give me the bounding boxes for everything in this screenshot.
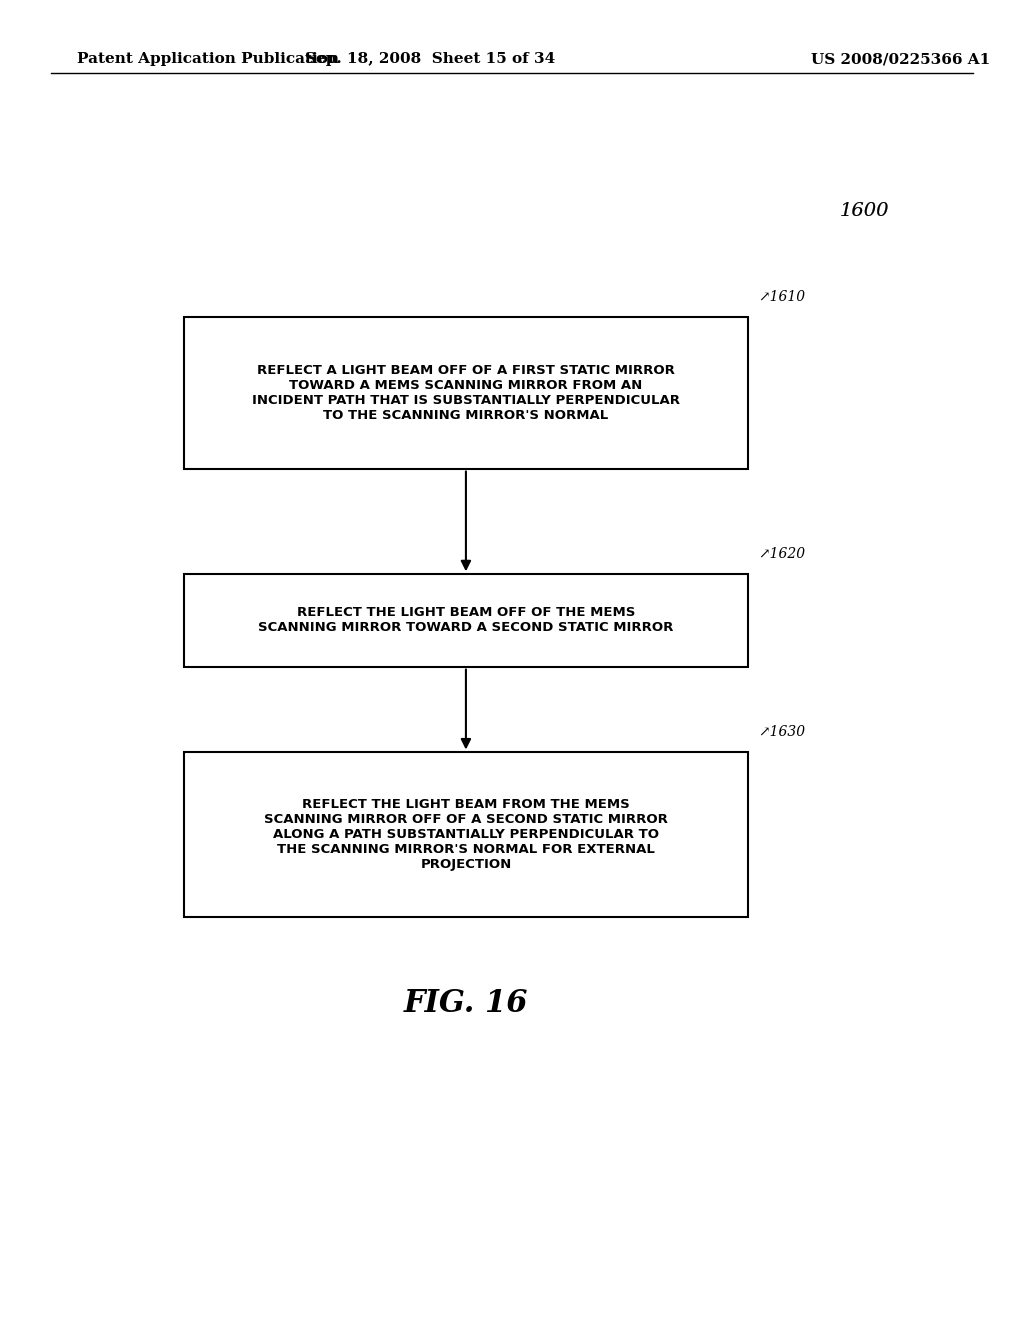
Text: US 2008/0225366 A1: US 2008/0225366 A1	[811, 53, 991, 66]
Text: ↗1630: ↗1630	[758, 725, 805, 739]
Text: REFLECT THE LIGHT BEAM FROM THE MEMS
SCANNING MIRROR OFF OF A SECOND STATIC MIRR: REFLECT THE LIGHT BEAM FROM THE MEMS SCA…	[264, 799, 668, 871]
Text: ↗1610: ↗1610	[758, 289, 805, 304]
FancyBboxPatch shape	[184, 317, 748, 469]
Text: 1600: 1600	[840, 202, 889, 220]
Text: REFLECT THE LIGHT BEAM OFF OF THE MEMS
SCANNING MIRROR TOWARD A SECOND STATIC MI: REFLECT THE LIGHT BEAM OFF OF THE MEMS S…	[258, 606, 674, 635]
Text: Sep. 18, 2008  Sheet 15 of 34: Sep. 18, 2008 Sheet 15 of 34	[305, 53, 555, 66]
Text: Patent Application Publication: Patent Application Publication	[77, 53, 339, 66]
FancyBboxPatch shape	[184, 574, 748, 667]
Text: REFLECT A LIGHT BEAM OFF OF A FIRST STATIC MIRROR
TOWARD A MEMS SCANNING MIRROR : REFLECT A LIGHT BEAM OFF OF A FIRST STAT…	[252, 364, 680, 421]
Text: FIG. 16: FIG. 16	[403, 987, 528, 1019]
Text: 1600: 1600	[840, 202, 889, 220]
FancyBboxPatch shape	[184, 752, 748, 917]
Text: ↗1620: ↗1620	[758, 546, 805, 561]
Text: 1600: 1600	[840, 202, 889, 220]
